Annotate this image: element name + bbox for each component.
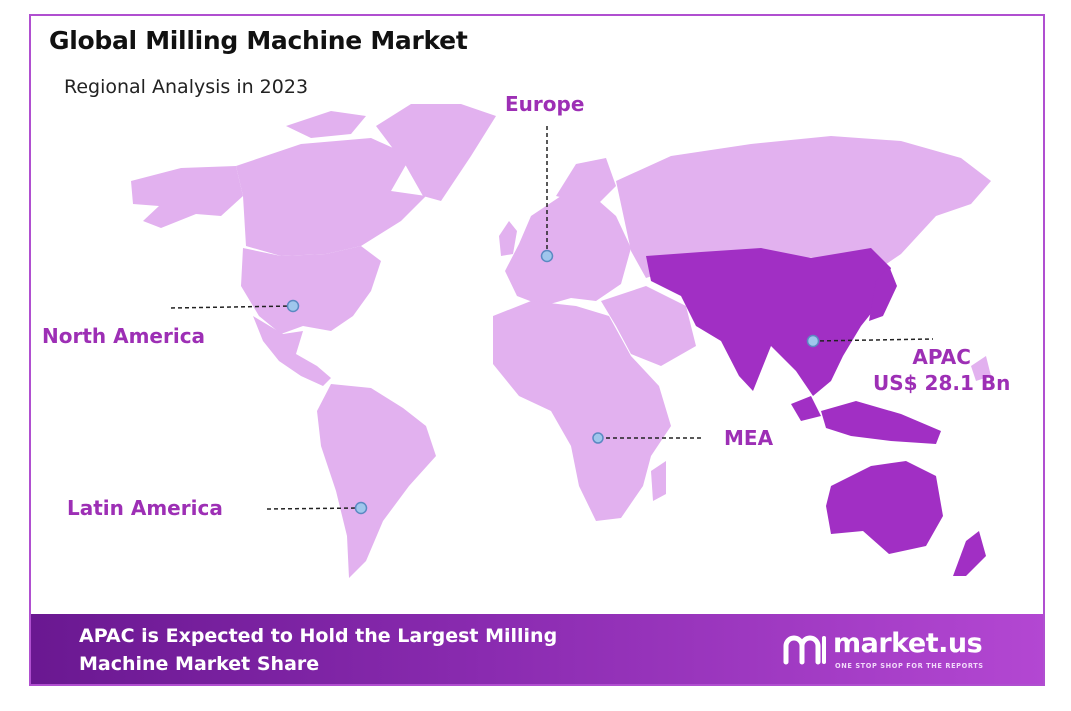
apac-highlight xyxy=(646,248,986,576)
land-south-america xyxy=(317,384,436,578)
land-australia xyxy=(826,461,943,554)
region-label-apac: APAC US$ 28.1 Bn xyxy=(873,344,1010,396)
land-arctic-islands xyxy=(286,111,366,138)
region-label-europe: Europe xyxy=(505,92,585,116)
land-apac-mainland xyxy=(646,248,891,396)
world-land xyxy=(131,104,991,578)
land-canada xyxy=(236,138,426,256)
apac-marker xyxy=(806,334,820,348)
land-madagascar xyxy=(651,461,666,501)
region-markers xyxy=(286,249,820,515)
land-africa xyxy=(493,301,671,521)
land-scandinavia xyxy=(556,158,616,206)
region-label-mea: MEA xyxy=(724,426,774,450)
land-mexico xyxy=(253,316,331,386)
north-america-leader-line xyxy=(170,305,294,309)
land-uk xyxy=(499,221,517,256)
apac-name: APAC xyxy=(912,345,971,369)
land-middle-east xyxy=(601,286,696,366)
europe-marker xyxy=(540,249,554,263)
north-america-marker xyxy=(286,299,300,313)
footer-headline-line-1: APAC is Expected to Hold the Largest Mil… xyxy=(79,625,558,647)
land-greenland xyxy=(376,104,496,201)
latin-america-leader-line xyxy=(266,507,360,510)
brand-tagline: ONE STOP SHOP FOR THE REPORTS xyxy=(835,662,984,670)
region-label-north-america: North America xyxy=(42,324,206,348)
region-label-latin-america: Latin America xyxy=(67,496,223,520)
world-map xyxy=(131,104,991,578)
land-usa xyxy=(241,246,381,334)
land-new-zealand-far xyxy=(971,356,991,381)
page-subtitle: Regional Analysis in 2023 xyxy=(64,76,309,98)
leader-lines xyxy=(170,126,934,510)
apac-value: US$ 28.1 Bn xyxy=(873,371,1011,395)
land-europe xyxy=(505,194,631,306)
market-us-logo-icon xyxy=(783,635,826,665)
infographic-frame: Global Milling Machine Market Regional A… xyxy=(29,14,1045,686)
land-southeast-asia-islands xyxy=(821,401,941,444)
land-alaska xyxy=(131,166,243,228)
land-new-zealand xyxy=(953,531,986,576)
footer-banner: APAC is Expected to Hold the Largest Mil… xyxy=(31,614,1043,684)
land-japan xyxy=(869,266,897,321)
latin-america-marker xyxy=(354,501,368,515)
footer-headline-line-2: Machine Market Share xyxy=(79,653,320,675)
footer-headline: APAC is Expected to Hold the Largest Mil… xyxy=(79,622,679,678)
brand-logo: market.us ONE STOP SHOP FOR THE REPORTS xyxy=(783,628,1023,674)
land-indonesia xyxy=(791,396,821,421)
brand-name: market.us xyxy=(833,628,983,659)
mea-marker xyxy=(592,432,604,444)
apac-leader-line xyxy=(812,338,934,342)
page-title: Global Milling Machine Market xyxy=(49,26,468,55)
land-russia xyxy=(616,136,991,278)
